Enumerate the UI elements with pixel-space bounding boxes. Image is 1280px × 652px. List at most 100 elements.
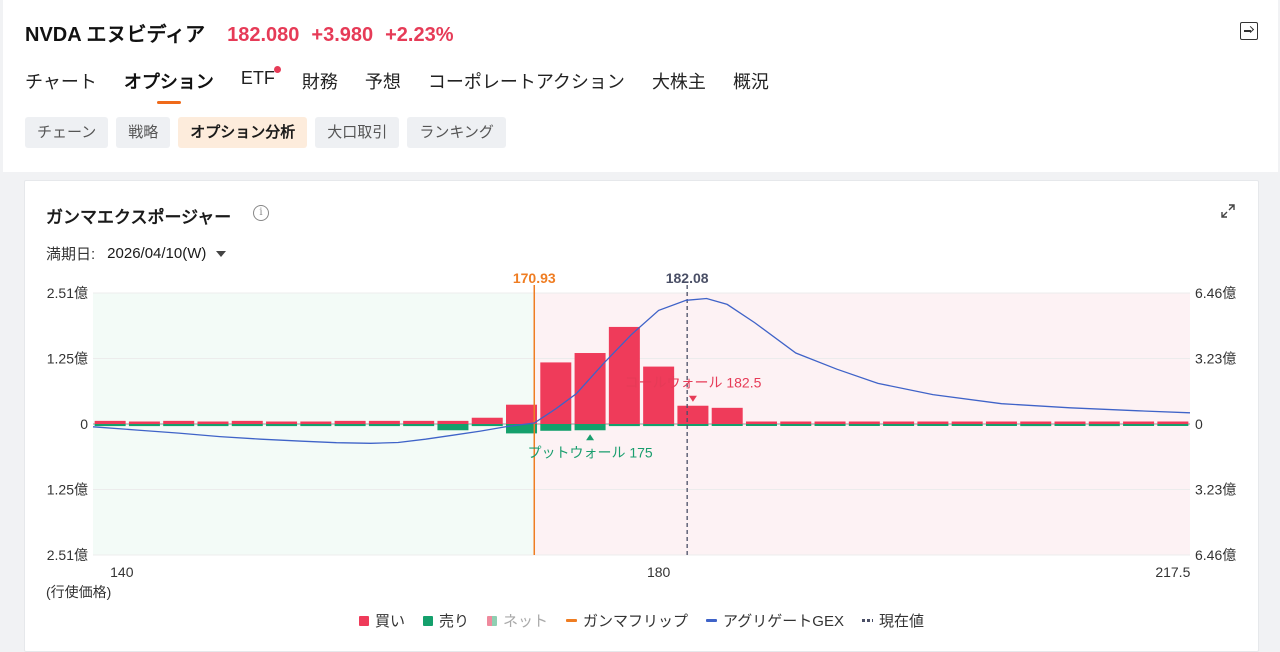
x-axis-label: (行使価格)	[46, 584, 111, 600]
x-tick-label: 180	[647, 564, 671, 580]
sell-bar	[1088, 424, 1120, 427]
sell-bar	[780, 424, 812, 426]
buy-bar	[574, 353, 606, 424]
subtab-strategy[interactable]: 戦略	[116, 117, 171, 148]
y-left-tick-label: 2.51億	[47, 547, 88, 563]
put-wall-marker	[586, 434, 595, 441]
legend-item-aggregate-gex[interactable]: アグリゲートGEX	[706, 610, 844, 631]
buy-bar	[266, 421, 298, 424]
card-title: ガンマエクスポージャー	[46, 208, 232, 227]
sell-bar	[951, 424, 983, 426]
sell-bar	[883, 424, 915, 426]
call-wall-label: コールウォール 182.5	[624, 375, 761, 391]
buy-bar	[814, 421, 846, 424]
quote-row: NVDA エヌビディア 182.080 +3.980 +2.23%	[25, 18, 454, 47]
sell-bar	[814, 424, 846, 426]
sell-bar	[917, 424, 949, 426]
buy-bar	[471, 417, 503, 424]
last-price: 182.080	[227, 24, 300, 46]
subtab-block-trades[interactable]: 大口取引	[315, 117, 400, 148]
buy-bar	[985, 421, 1017, 424]
tab-forecast[interactable]: 予想	[364, 72, 401, 92]
exit-panel-icon[interactable]	[1240, 22, 1258, 40]
chart-legend: 買い 売り ネット ガンマフリップ アグリゲートGEX 現在値	[25, 610, 1258, 631]
legend-item-sell[interactable]: 売り	[423, 610, 469, 631]
sell-bar	[677, 424, 709, 426]
expiry-value: 2026/04/10(W)	[107, 245, 207, 262]
subtab-options-analysis[interactable]: オプション分析	[178, 117, 308, 148]
call-wall-marker	[688, 395, 697, 402]
y-right-tick-label: 6.46億	[1195, 285, 1236, 301]
sell-bar	[1054, 424, 1086, 426]
sell-bar	[334, 424, 366, 427]
tab-chart[interactable]: チャート	[25, 72, 97, 92]
info-icon[interactable]: i	[253, 205, 269, 221]
sell-bar	[266, 424, 298, 427]
sell-bar	[94, 424, 126, 427]
subtab-ranking[interactable]: ランキング	[407, 117, 506, 148]
y-right-tick-label: 0	[1195, 416, 1203, 432]
current-price-label: 182.08	[666, 270, 709, 286]
buy-bar	[163, 420, 195, 424]
sell-bar	[1157, 424, 1189, 426]
legend-swatch	[423, 615, 433, 626]
sell-bar	[745, 424, 777, 426]
notification-dot	[273, 66, 281, 73]
tab-overview[interactable]: 概況	[732, 72, 769, 92]
buy-bar	[1157, 421, 1189, 424]
sell-bar	[540, 424, 572, 431]
main-tabs: チャート オプション ETF 財務 予想 コーポレートアクション 大株主 概況	[25, 66, 769, 104]
tab-options[interactable]: オプション	[124, 68, 214, 104]
price-change: +3.980	[311, 24, 374, 46]
y-right-tick-label: 3.23億	[1195, 351, 1236, 367]
sell-bar	[403, 424, 435, 427]
buy-bar	[540, 362, 572, 424]
buy-bar	[231, 420, 263, 424]
buy-bar	[883, 421, 915, 424]
y-left-tick-label: 1.25億	[47, 351, 88, 367]
sell-bar	[608, 424, 640, 427]
sell-bar	[985, 424, 1017, 426]
gamma-flip-label: 170.93	[513, 270, 556, 286]
buy-bar	[1054, 421, 1086, 424]
legend-swatch	[861, 619, 873, 622]
tab-financials[interactable]: 財務	[301, 72, 338, 92]
sell-bar	[128, 424, 160, 427]
buy-bar	[368, 420, 400, 424]
sell-bar	[1123, 424, 1155, 426]
legend-item-net[interactable]: ネット	[487, 610, 548, 631]
buy-bar	[1020, 421, 1052, 424]
sell-bar	[300, 424, 332, 427]
legend-swatch	[706, 619, 718, 622]
legend-item-current-price[interactable]: 現在値	[861, 610, 924, 631]
sell-bar	[231, 424, 263, 427]
sell-bar	[848, 424, 880, 426]
tab-etf[interactable]: ETF	[241, 66, 281, 104]
buy-bar	[506, 404, 538, 424]
sell-bar	[437, 424, 469, 431]
buy-bar	[848, 421, 880, 424]
buy-bar	[745, 421, 777, 424]
x-tick-label: 217.5	[1155, 564, 1190, 580]
buy-bar	[951, 421, 983, 424]
buy-bar	[677, 405, 709, 424]
tab-corporate-actions[interactable]: コーポレートアクション	[427, 72, 625, 92]
legend-item-gamma-flip[interactable]: ガンマフリップ	[566, 610, 688, 631]
subtab-chain[interactable]: チェーン	[25, 117, 109, 148]
expiry-label: 満期日:	[46, 246, 96, 263]
buy-bar	[608, 326, 640, 424]
sell-bar	[197, 424, 229, 427]
buy-bar	[780, 421, 812, 424]
buy-bar	[94, 420, 126, 424]
gamma-exposure-card: ガンマエクスポージャー i 満期日: 2026/04/10(W) 2.51億 1.…	[24, 180, 1259, 652]
legend-swatch	[487, 615, 498, 626]
tab-major-shareholders[interactable]: 大株主	[651, 72, 706, 92]
y-right-tick-label: 6.46億	[1195, 547, 1236, 563]
sell-bar	[643, 424, 675, 427]
expiry-selector[interactable]: 満期日: 2026/04/10(W)	[46, 243, 227, 264]
expand-icon[interactable]	[1220, 203, 1236, 219]
x-tick-label: 140	[110, 564, 134, 580]
legend-item-buy[interactable]: 買い	[358, 610, 405, 631]
y-right-tick-label: 3.23億	[1195, 482, 1236, 498]
buy-bar	[334, 420, 366, 424]
